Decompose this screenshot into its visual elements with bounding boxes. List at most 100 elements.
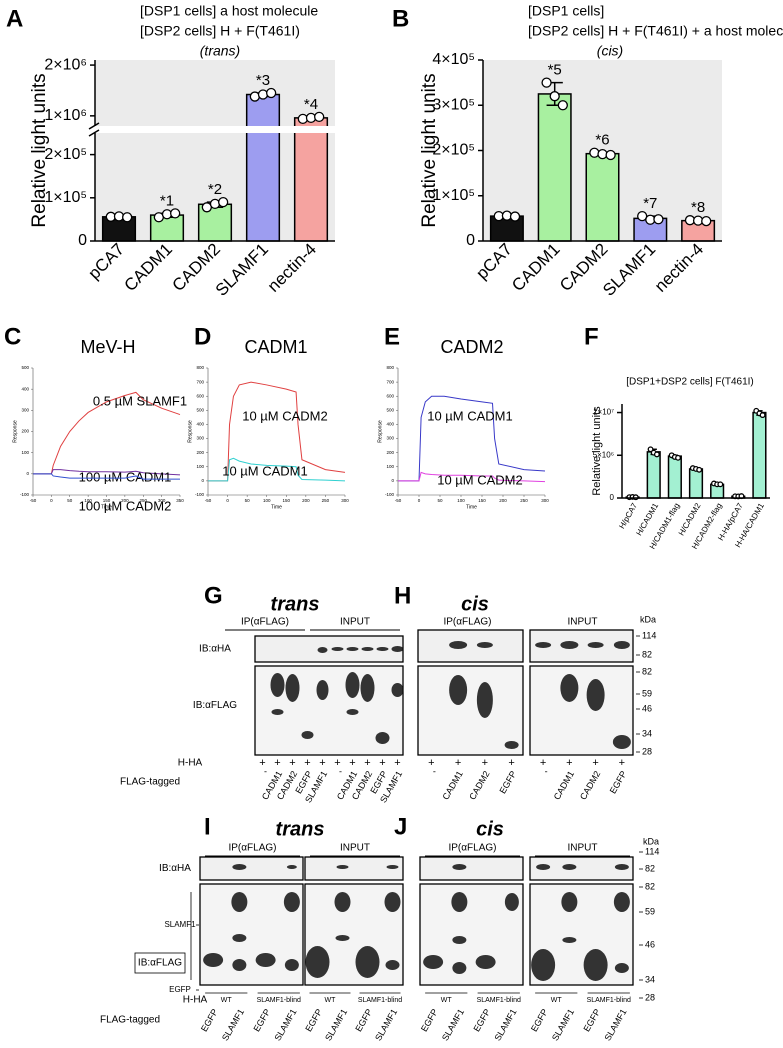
lane-label: CADM2 — [467, 769, 491, 801]
y-axis-label: Relative light units — [591, 406, 603, 496]
y-tick-label: 500 — [21, 365, 29, 370]
bar — [752, 411, 767, 499]
sensorgram-line — [398, 471, 546, 483]
sensorgram-line — [33, 473, 180, 480]
sensorgram-line — [33, 391, 181, 475]
group-label: IP(αFLAG) — [448, 843, 496, 854]
x-tick-label: 50 — [67, 498, 73, 503]
blot-mode: trans — [276, 818, 325, 840]
kda-label: 82 — [645, 863, 655, 873]
y-tick-label: 0 — [201, 478, 204, 483]
lane-label: EGFP — [353, 1007, 374, 1033]
x-tick-label: 100 — [84, 498, 92, 503]
panel-label: I — [204, 813, 211, 840]
y-tick-label: 3×10⁵ — [432, 96, 475, 113]
kda-label: 46 — [642, 703, 652, 713]
h-ha-label: + — [540, 757, 546, 769]
blot-band — [391, 683, 404, 697]
row-label: IB:αFLAG — [138, 958, 182, 969]
bar — [646, 451, 661, 499]
x-tick-label: 0 — [226, 498, 229, 503]
blot-band — [613, 892, 630, 912]
replicate-dot — [653, 214, 664, 225]
blot-band — [255, 953, 276, 967]
x-axis-label: Time — [101, 504, 112, 510]
blot-band — [586, 679, 605, 711]
panel-label: A — [6, 5, 23, 32]
blot-band — [583, 949, 608, 981]
y-tick-label: 1×10⁵ — [44, 189, 87, 206]
replicate-dot — [541, 77, 552, 88]
blot-band — [535, 642, 552, 648]
y-tick-label: 0 — [78, 232, 87, 249]
y-axis-label: Response — [377, 420, 383, 443]
replicate-dot — [589, 147, 600, 158]
blot-band — [560, 641, 579, 649]
lane-label: EGFP — [419, 1007, 440, 1033]
row-label: H-HA — [178, 758, 203, 769]
h-ha-label: + — [379, 757, 385, 769]
blot-band — [286, 865, 297, 869]
replicate-dot — [509, 211, 521, 222]
h-ha-label: + — [394, 757, 400, 769]
y-tick-label: 0 — [466, 232, 475, 249]
kda-label: 59 — [642, 688, 652, 698]
h-ha-label: + — [619, 757, 625, 769]
y-tick-label: 1×10⁶ — [44, 107, 87, 124]
h-ha-label: + — [334, 757, 340, 769]
h-ha-label: + — [259, 757, 265, 769]
replicate-dot — [218, 196, 229, 208]
kda-label: 46 — [645, 939, 655, 949]
y-tick-label: 100 — [196, 464, 204, 469]
x-tick-label: H/pCA7 — [617, 501, 639, 530]
blot-band — [561, 892, 578, 912]
series-label: 100 µM CADM2 — [79, 498, 172, 513]
lane-label: SLAMF1 — [323, 1007, 349, 1042]
blot-band — [232, 864, 247, 870]
blot-box — [304, 856, 404, 881]
x-tick-label: pCA7 — [472, 240, 516, 284]
group-label: IP(αFLAG) — [443, 617, 491, 628]
blot-band — [360, 674, 375, 702]
x-tick-label: 200 — [121, 498, 129, 503]
blot-box — [417, 629, 524, 663]
y-tick-label: 2×10⁶ — [44, 56, 87, 73]
h-ha-label: + — [482, 757, 488, 769]
band-label: EGFP — [169, 985, 191, 994]
band-label: SLAMF1 — [164, 920, 196, 929]
blot-band — [355, 946, 380, 978]
panel-label: C — [4, 323, 21, 350]
x-tick-label: -50 — [30, 498, 37, 503]
x-axis-label: Time — [271, 504, 282, 510]
lane-label: SLAMF1 — [492, 1007, 518, 1042]
y-axis-label: Response — [12, 420, 18, 443]
h-ha-label: SLAMF1-blind — [257, 997, 301, 1004]
x-tick-label: 150 — [283, 498, 291, 503]
series-label: 0.5 µM SLAMF1 — [93, 393, 187, 408]
blot-band — [531, 949, 556, 981]
blot-box — [417, 665, 524, 756]
annotation: *5 — [548, 62, 562, 79]
chart-title: [DSP1+DSP2 cells] F(T461I) — [626, 377, 754, 388]
x-tick-label: SLAMF1 — [212, 240, 272, 300]
blot-band — [452, 864, 467, 870]
blot-band — [283, 892, 300, 912]
y-tick-label: 400 — [386, 422, 394, 427]
lane-label: EGFP — [497, 769, 518, 795]
bar — [688, 468, 704, 499]
x-tick-label: 250 — [322, 498, 330, 503]
panel-label: F — [584, 323, 599, 350]
replicate-dot — [605, 149, 616, 161]
blot-band — [451, 892, 468, 912]
y-axis-label: Response — [187, 420, 193, 443]
h-ha-label: + — [508, 757, 514, 769]
series-label: 10 µM CADM1 — [222, 463, 308, 478]
y-tick-label: 200 — [386, 450, 394, 455]
replicate-dot — [717, 481, 724, 488]
lane-label: SLAMF1 — [440, 1007, 466, 1042]
blot-band — [391, 646, 404, 652]
blot-mode: cis — [461, 593, 489, 615]
panel-label: H — [394, 582, 411, 609]
blot-mode: trans — [271, 593, 320, 615]
h-ha-label: WT — [551, 997, 563, 1004]
